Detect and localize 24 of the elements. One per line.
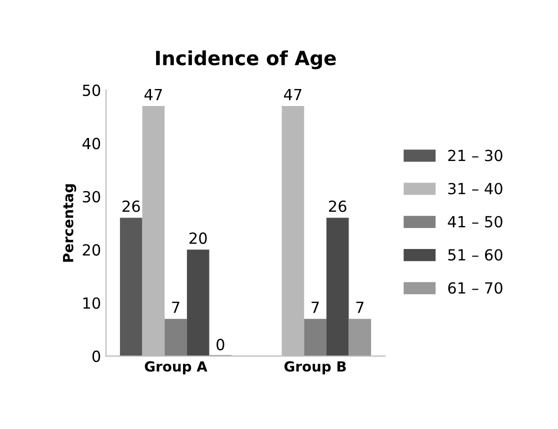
data-label: 47	[144, 88, 162, 100]
legend-label: 51 – 60	[448, 249, 502, 261]
y-axis-title: Percentag	[63, 184, 76, 262]
x-tick-label: Group A	[144, 361, 208, 374]
data-label: 20	[189, 232, 207, 244]
y-tick-label: 40	[82, 138, 100, 150]
y-tick-label: 50	[82, 84, 100, 96]
legend-label: 21 – 30	[448, 150, 502, 162]
data-label: 7	[172, 302, 180, 313]
data-label: 0	[216, 338, 224, 350]
legend-label: 41 – 50	[448, 216, 502, 228]
x-tick-label: Group B	[284, 361, 346, 374]
data-label: 26	[328, 200, 346, 212]
data-label: 47	[284, 88, 302, 100]
data-label: 7	[312, 302, 319, 313]
chart-title: Incidence of Age	[156, 50, 336, 70]
data-label: 26	[122, 200, 140, 212]
data-label: 7	[356, 302, 364, 313]
y-tick-label: 30	[82, 190, 100, 203]
y-tick-label: 0	[92, 350, 100, 362]
y-tick-label: 10	[83, 297, 100, 309]
y-tick-label: 20	[82, 244, 100, 256]
legend-label: 31 – 40	[448, 182, 502, 194]
legend-label: 61 – 70	[448, 282, 502, 294]
